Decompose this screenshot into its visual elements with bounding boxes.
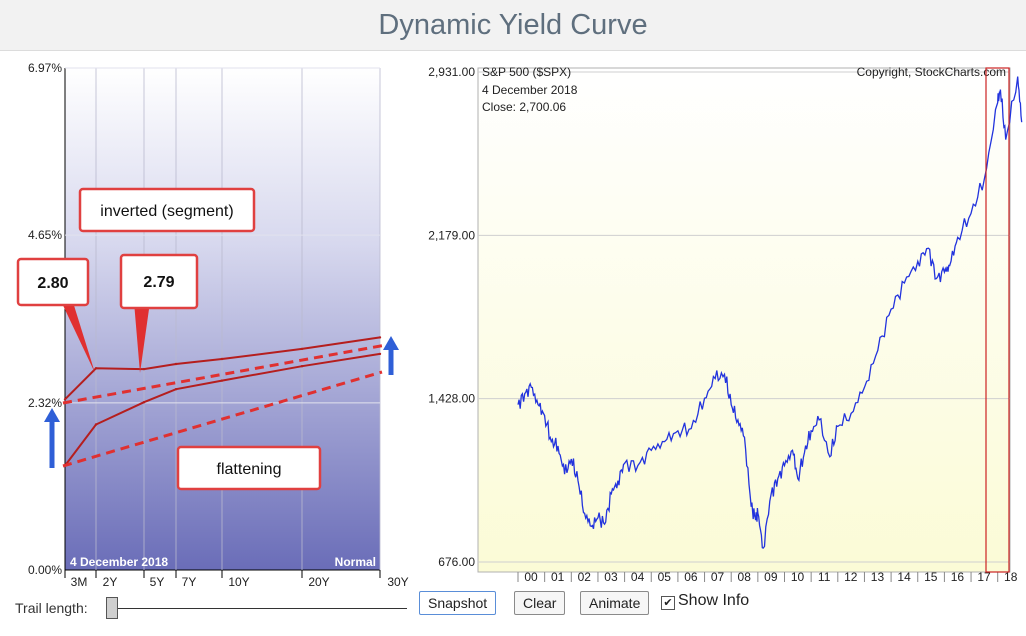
callout-2y-pointer	[60, 299, 95, 373]
yield-y-tick-label: 2.32%	[28, 396, 62, 410]
yield-y-tick-label: 0.00%	[28, 563, 62, 577]
callout-2y-text: 2.80	[37, 275, 68, 292]
page-header: Dynamic Yield Curve	[0, 0, 1026, 51]
sp-info-date: 4 December 2018	[482, 83, 578, 97]
sp-x-tick-label: 11	[818, 570, 831, 584]
charts-canvas: 0.00% 2.32% 4.65% 6.97% 3M 2Y 5Y 7Y 10Y 20Y 30Y 4…	[16, 61, 1023, 586]
sp-x-tick-label: 09	[764, 570, 778, 584]
trail-length-label: Trail length:	[15, 600, 88, 616]
yield-curve-point	[142, 401, 146, 404]
trail-length-track[interactable]	[117, 608, 407, 609]
sp-y-tick-labels: 676.00 1,428.00 2,179.00 2,931.00	[428, 65, 475, 569]
page-title: Dynamic Yield Curve	[378, 9, 648, 41]
yield-y-tick-label: 6.97%	[28, 61, 62, 75]
yield-curve-point	[94, 423, 98, 426]
yield-y-tick-labels: 0.00% 2.32% 4.65% 6.97%	[28, 61, 62, 577]
yield-curve-point	[378, 336, 382, 339]
yield-curve-panel: 0.00% 2.32% 4.65% 6.97% 3M 2Y 5Y 7Y 10Y 20Y 30Y 4…	[16, 61, 409, 586]
show-info-label: Show Info	[678, 592, 750, 609]
yield-curve-point	[378, 352, 382, 356]
arrow-up-left-head	[44, 408, 60, 422]
yield-curve-point	[63, 398, 67, 401]
arrow-up-right-head	[383, 336, 399, 350]
yield-curve-point	[220, 357, 224, 361]
yield-curve-point	[174, 362, 178, 366]
yield-curve-point	[174, 388, 178, 391]
animate-button[interactable]: Animate	[580, 591, 650, 615]
callout-5y-box	[119, 253, 199, 310]
yield-curve-point	[220, 379, 224, 382]
yield-x-tick-label: 10Y	[228, 575, 249, 586]
inverted-trend-line	[62, 343, 387, 405]
callout-inverted-text: inverted (segment)	[100, 203, 233, 220]
sp-y-tick-label: 2,931.00	[428, 65, 475, 79]
sp-x-tick-labels: 00 01 02 03 04 05 06 07 08 09 10 11 12 13 14 15 16 17 18	[524, 570, 1017, 584]
sp-x-tick-label: 04	[631, 570, 645, 584]
sp-x-tick-label: 07	[711, 570, 725, 584]
sp-info-close: Close: 2,700.06	[482, 100, 566, 114]
sp500-panel: 676.001,428.002,179.002,931.00 00 01 02 03 0…	[428, 65, 1023, 584]
yield-x-tick-label: 5Y	[150, 575, 165, 586]
sp-x-tick-label: 12	[844, 570, 858, 584]
yield-curve-series	[63, 336, 382, 467]
sp-date-marker	[985, 67, 1010, 573]
sp-x-tick-label: 02	[578, 570, 592, 584]
sp-y-tick-label: 2,179.00	[428, 228, 475, 242]
sp-x-tick-label: 14	[897, 570, 911, 584]
yield-x-tick-label: 7Y	[182, 575, 197, 586]
yield-curve-point	[142, 367, 146, 371]
callout-2y-box	[16, 257, 90, 307]
callout-5y-text: 2.79	[143, 274, 174, 291]
yield-curve-point	[300, 347, 304, 351]
callout-5y-pointer	[134, 302, 150, 373]
flattening-trend-line	[62, 370, 383, 468]
clear-button[interactable]: Clear	[514, 591, 566, 615]
callout-flattening-box	[176, 445, 322, 491]
sp-x-tick-label: 08	[738, 570, 752, 584]
show-info-checkbox[interactable]: ✔	[661, 596, 675, 610]
sp-x-tick-label: 17	[977, 570, 991, 584]
yield-y-tick-label: 4.65%	[28, 228, 62, 242]
yield-x-tick-label: 20Y	[308, 575, 329, 586]
sp-gridlines	[478, 71, 1010, 582]
sp-title: S&P 500 ($SPX)	[482, 65, 571, 79]
yield-curve-point	[94, 367, 98, 370]
yield-x-tick-label: 2Y	[103, 575, 118, 586]
sp-x-tick-label: 18	[1004, 570, 1018, 584]
sp-x-tick-label: 05	[658, 570, 672, 584]
sp-x-tick-label: 01	[551, 570, 565, 584]
callout-inverted-box	[78, 187, 256, 233]
sp-x-tick-label: 13	[871, 570, 885, 584]
sp-plot-background	[477, 67, 1011, 573]
sp-x-tick-label: 16	[951, 570, 965, 584]
controls-bar: Trail length: Snapshot Clear Animate ✔ Sh…	[0, 586, 1026, 636]
trail-length-slider[interactable]	[106, 597, 118, 619]
sp-y-tick-label: 1,428.00	[428, 392, 475, 406]
sp-x-tick-label: 10	[791, 570, 805, 584]
sp-x-tick-label: 15	[924, 570, 938, 584]
sp-x-tick-label: 00	[524, 570, 538, 584]
sp-x-tick-label: 03	[604, 570, 618, 584]
yield-state-label: Normal	[335, 555, 376, 569]
yield-plot-background	[65, 68, 380, 570]
yield-date-label: 4 December 2018	[70, 555, 168, 569]
yield-curve-point	[300, 365, 304, 368]
sp500-price-line	[517, 76, 1023, 549]
sp-y-tick-label: 676.00	[438, 555, 475, 569]
yield-x-tick-labels: 3M 2Y 5Y 7Y 10Y 20Y 30Y	[71, 575, 409, 586]
sp-copyright: Copyright, StockCharts.com	[857, 65, 1006, 79]
show-info-toggle[interactable]: ✔ Show Info	[661, 592, 749, 610]
yield-x-tick-label: 30Y	[387, 575, 408, 586]
sp-x-tick-label: 06	[684, 570, 698, 584]
callout-flattening-text: flattening	[217, 461, 282, 478]
sp-series	[517, 76, 1023, 549]
yield-x-tick-label: 3M	[71, 575, 88, 586]
snapshot-button[interactable]: Snapshot	[419, 591, 497, 615]
